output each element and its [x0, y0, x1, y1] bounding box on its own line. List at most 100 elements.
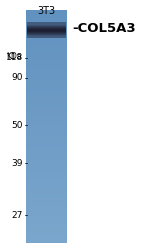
- Bar: [26, 108, 67, 109]
- Bar: [26, 62, 67, 63]
- Bar: [27, 29, 66, 30]
- Bar: [26, 135, 67, 136]
- Bar: [27, 31, 66, 32]
- Bar: [26, 235, 67, 236]
- Text: 118: 118: [6, 54, 23, 62]
- Bar: [26, 124, 67, 126]
- Bar: [27, 36, 66, 37]
- Bar: [26, 172, 67, 173]
- Bar: [26, 239, 67, 240]
- Bar: [26, 21, 67, 22]
- Bar: [26, 234, 67, 235]
- Bar: [26, 182, 67, 184]
- Bar: [26, 190, 67, 191]
- Bar: [26, 70, 67, 71]
- Bar: [27, 28, 66, 29]
- Bar: [26, 99, 67, 100]
- Bar: [26, 101, 67, 102]
- Bar: [26, 116, 67, 117]
- Bar: [26, 17, 67, 18]
- Bar: [26, 153, 67, 154]
- Bar: [26, 104, 67, 106]
- Bar: [26, 113, 67, 114]
- Bar: [26, 183, 67, 184]
- Bar: [26, 59, 67, 60]
- Bar: [27, 23, 66, 24]
- Bar: [26, 96, 67, 97]
- Bar: [27, 37, 66, 38]
- Bar: [27, 25, 66, 26]
- Bar: [26, 227, 67, 228]
- Bar: [26, 75, 67, 76]
- Bar: [26, 226, 67, 228]
- Bar: [26, 176, 67, 177]
- Bar: [26, 125, 67, 126]
- Bar: [26, 118, 67, 120]
- Bar: [26, 221, 67, 222]
- Bar: [26, 30, 67, 32]
- Bar: [26, 78, 67, 79]
- Bar: [26, 71, 67, 72]
- Bar: [26, 144, 67, 145]
- Bar: [26, 81, 67, 82]
- Bar: [26, 104, 67, 105]
- Bar: [26, 205, 67, 206]
- Bar: [26, 111, 67, 112]
- Bar: [26, 184, 67, 185]
- Bar: [26, 118, 67, 119]
- Bar: [26, 63, 67, 65]
- Bar: [26, 141, 67, 142]
- Bar: [26, 10, 67, 11]
- Bar: [26, 84, 67, 85]
- Bar: [26, 237, 67, 239]
- Bar: [26, 137, 67, 138]
- Bar: [26, 157, 67, 158]
- Bar: [26, 69, 67, 70]
- Bar: [26, 120, 67, 121]
- Bar: [26, 217, 67, 218]
- Bar: [26, 123, 67, 124]
- Bar: [26, 143, 67, 144]
- Bar: [26, 193, 67, 194]
- Bar: [26, 29, 67, 30]
- Bar: [26, 48, 67, 49]
- Bar: [26, 233, 67, 234]
- Bar: [26, 171, 67, 172]
- Bar: [26, 117, 67, 118]
- Bar: [26, 115, 67, 116]
- Bar: [26, 16, 67, 17]
- Bar: [26, 238, 67, 240]
- Bar: [26, 138, 67, 140]
- Bar: [26, 19, 67, 20]
- Bar: [26, 177, 67, 178]
- Bar: [26, 154, 67, 155]
- Bar: [26, 149, 67, 150]
- Bar: [26, 110, 67, 112]
- Bar: [26, 37, 67, 38]
- Bar: [26, 154, 67, 156]
- Bar: [26, 212, 67, 214]
- Bar: [26, 231, 67, 232]
- Bar: [26, 85, 67, 86]
- Bar: [27, 27, 66, 28]
- Bar: [26, 86, 67, 87]
- Bar: [26, 136, 67, 137]
- Bar: [26, 195, 67, 196]
- Bar: [27, 36, 66, 37]
- Bar: [26, 98, 67, 100]
- Bar: [26, 89, 67, 90]
- Bar: [26, 12, 67, 14]
- Bar: [26, 210, 67, 211]
- Bar: [26, 236, 67, 237]
- Bar: [26, 170, 67, 171]
- Bar: [26, 142, 67, 144]
- Bar: [26, 50, 67, 51]
- Bar: [26, 163, 67, 164]
- Bar: [26, 42, 67, 43]
- Bar: [26, 178, 67, 179]
- Bar: [26, 187, 67, 188]
- Bar: [26, 57, 67, 58]
- Bar: [26, 173, 67, 174]
- Text: -COL5A3: -COL5A3: [72, 22, 136, 35]
- Bar: [26, 77, 67, 78]
